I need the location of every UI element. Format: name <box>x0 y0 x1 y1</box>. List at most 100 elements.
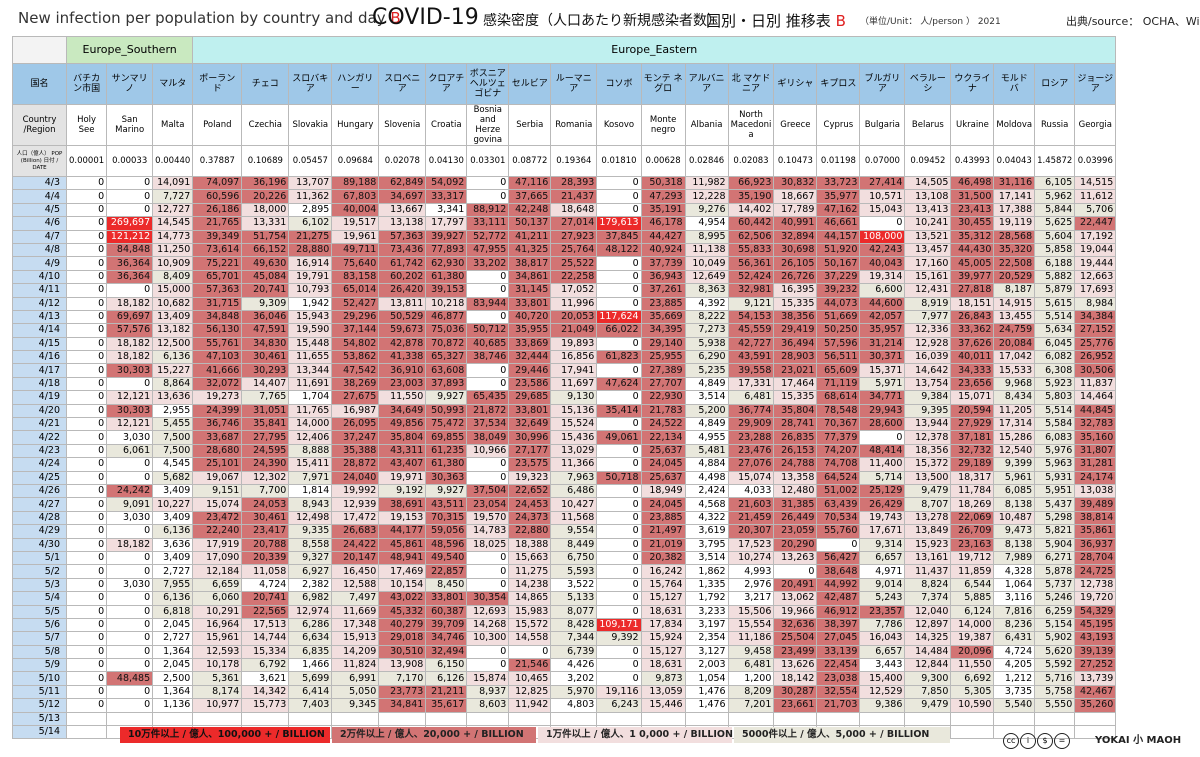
value-cell: 11,550 <box>378 390 427 405</box>
value-cell: 49,711 <box>331 242 380 258</box>
value-cell: 15,043 <box>859 202 906 218</box>
value-cell: 37,626 <box>950 336 995 352</box>
value-cell: 67,803 <box>331 189 380 204</box>
value-cell: 26,709 <box>950 524 995 539</box>
value-cell: 1,054 <box>684 671 729 686</box>
table-row: 4/29 0 0 6,136 22,240 23,417 9,335 26,683 44,177… <box>12 524 1117 539</box>
value-cell: 43,407 <box>378 457 427 472</box>
value-cell: 20,529 <box>993 269 1036 285</box>
value-cell: 7,955 <box>152 577 194 593</box>
value-cell: 12,540 <box>993 443 1036 459</box>
country-name-jp: スロベニア <box>378 63 427 105</box>
value-cell: 0 <box>466 457 510 472</box>
value-cell: 3,636 <box>152 537 194 552</box>
value-cell: 18,000 <box>241 202 290 218</box>
value-cell: 23,288 <box>727 430 775 445</box>
cc-icon: cc <box>1003 733 1019 749</box>
value-cell: 179,613 <box>596 216 642 231</box>
value-cell: 19,712 <box>950 550 995 566</box>
value-cell: 21,703 <box>816 698 861 713</box>
value-cell: 13,636 <box>152 390 194 405</box>
value-cell: 18,667 <box>773 189 818 204</box>
value-cell: 52,772 <box>466 229 510 244</box>
value-cell: 2,424 <box>684 483 729 499</box>
value-cell: 34,395 <box>640 323 686 338</box>
value-cell: 66,152 <box>241 242 290 258</box>
label-population: 人口（億人） POP (Billion) 日付 / DATE <box>12 145 67 177</box>
country-name-en: Serbia <box>508 104 552 146</box>
value-cell: 27,076 <box>727 457 775 472</box>
date-cell: 4/11 <box>12 283 67 298</box>
value-cell: 5,938 <box>684 336 729 352</box>
value-cell: 8,558 <box>288 537 333 552</box>
value-cell: 5,963 <box>1034 457 1076 472</box>
value-cell: 0 <box>106 658 154 673</box>
value-cell: 14,268 <box>466 617 510 633</box>
region-header: Europe_Eastern <box>192 36 1117 64</box>
value-cell: 23,586 <box>508 376 552 392</box>
value-cell: 0 <box>466 175 510 191</box>
date-cell: 4/7 <box>12 229 67 244</box>
value-cell: 34,771 <box>859 390 906 405</box>
value-cell: 0 <box>859 430 906 445</box>
value-cell: 11,400 <box>859 457 906 472</box>
value-cell: 20,147 <box>331 550 380 566</box>
value-cell: 18,949 <box>640 483 686 499</box>
value-cell: 0 <box>65 483 108 499</box>
title-english: New infection per population by country … <box>18 9 401 27</box>
value-cell: 5,962 <box>1034 189 1076 204</box>
value-cell: 13,413 <box>904 202 952 218</box>
value-cell <box>773 711 818 727</box>
value-cell: 0 <box>466 376 510 392</box>
value-cell: 39,927 <box>425 229 468 244</box>
value-cell: 5,961 <box>993 470 1036 485</box>
value-cell: 7,977 <box>904 309 952 325</box>
value-cell: 15,923 <box>904 537 952 552</box>
value-cell: 17,789 <box>773 202 818 218</box>
value-cell: 0 <box>596 189 642 204</box>
value-cell: 13,739 <box>1074 671 1117 686</box>
value-cell: 6,126 <box>425 671 468 686</box>
date-cell: 4/30 <box>12 537 67 552</box>
value-cell: 0 <box>65 510 108 526</box>
population-value: 0.03996 <box>1074 145 1117 177</box>
value-cell: 30,363 <box>425 470 468 485</box>
value-cell: 9,392 <box>596 631 642 646</box>
value-cell: 54,153 <box>727 309 775 325</box>
value-cell: 43,591 <box>727 350 775 365</box>
date-cell: 5/1 <box>12 550 67 566</box>
value-cell: 70,872 <box>425 336 468 352</box>
value-cell: 6,431 <box>993 631 1036 646</box>
value-cell: 40,924 <box>640 242 686 258</box>
value-cell: 19,992 <box>331 483 380 499</box>
value-cell: 4,724 <box>993 644 1036 660</box>
value-cell: 13,667 <box>378 202 427 218</box>
value-cell: 9,300 <box>904 671 952 686</box>
value-cell: 69,855 <box>425 430 468 445</box>
value-cell: 45,861 <box>378 537 427 552</box>
date-cell: 4/10 <box>12 269 67 285</box>
value-cell: 13,182 <box>152 323 194 338</box>
value-cell: 11,362 <box>288 189 333 204</box>
value-cell: 27,045 <box>816 631 861 646</box>
value-cell: 7,850 <box>904 684 952 700</box>
value-cell: 18,388 <box>508 537 552 552</box>
value-cell: 13,849 <box>904 524 952 539</box>
value-cell: 13,029 <box>550 443 598 459</box>
value-cell: 42,878 <box>378 336 427 352</box>
value-cell: 19,590 <box>288 323 333 338</box>
value-cell: 7,816 <box>993 604 1036 619</box>
value-cell: 13,059 <box>640 684 686 700</box>
value-cell: 33,139 <box>816 644 861 660</box>
value-cell: 68,614 <box>816 390 861 405</box>
value-cell: 21,872 <box>466 403 510 419</box>
value-cell: 45,332 <box>378 604 427 619</box>
infection-table: Europe_Southern Europe_Eastern 国名 バチカン市国 サンマ… <box>12 36 1117 740</box>
value-cell: 54,092 <box>425 175 468 191</box>
value-cell: 22,134 <box>640 430 686 445</box>
value-cell: 14,744 <box>241 631 290 646</box>
value-cell <box>727 711 775 727</box>
value-cell: 0 <box>65 564 108 579</box>
value-cell: 10,227 <box>152 497 194 512</box>
value-cell: 5,858 <box>1034 242 1076 258</box>
